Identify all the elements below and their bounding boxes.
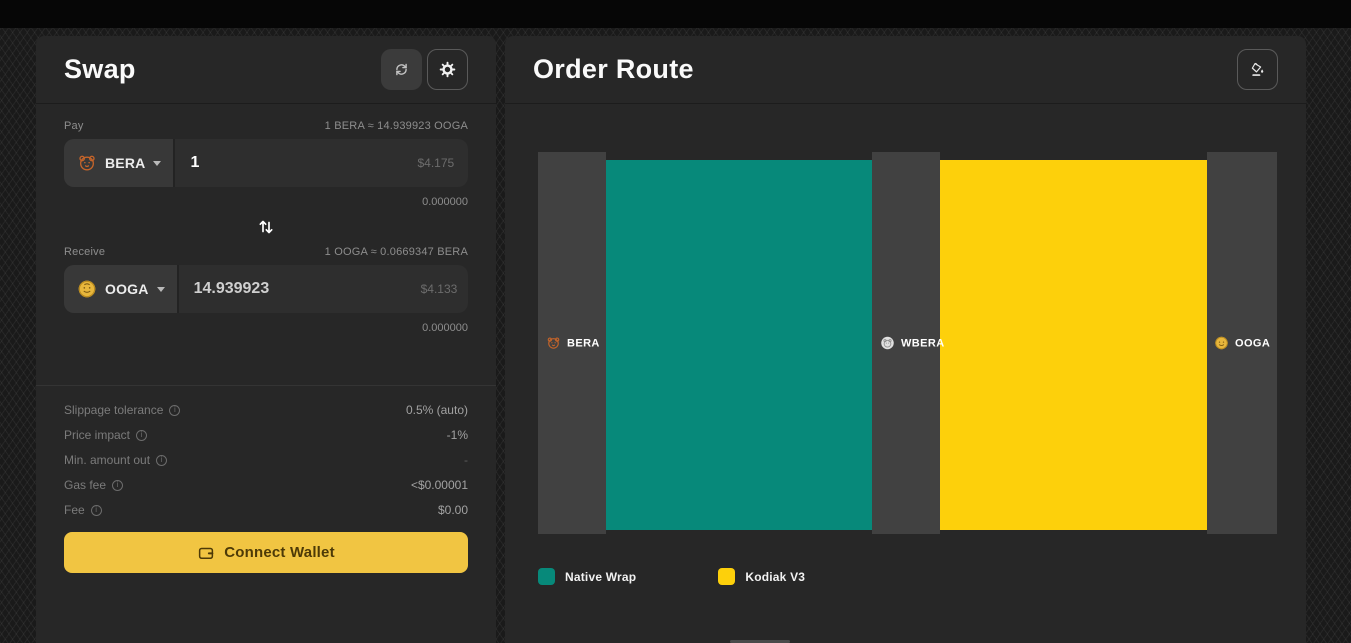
- swap-header-buttons: [381, 49, 468, 90]
- info-icon[interactable]: [169, 404, 181, 416]
- legend-swatch-native-wrap: [538, 568, 555, 585]
- detail-row-slippage: Slippage tolerance 0.5% (auto): [64, 403, 468, 417]
- order-route-title: Order Route: [533, 54, 694, 84]
- receive-usd-value: $4.133: [420, 282, 458, 296]
- settings-button[interactable]: [427, 49, 468, 90]
- swap-title: Swap: [64, 54, 136, 84]
- info-icon[interactable]: [90, 504, 102, 516]
- wbera-token-icon: [880, 336, 895, 351]
- legend-item-kodiak-v3: Kodiak V3: [718, 568, 805, 585]
- pay-label: Pay: [64, 120, 84, 132]
- route-node-label-bera: BERA: [546, 336, 600, 351]
- pay-rate: 1 BERA ≈ 14.939923 OOGA: [324, 120, 468, 132]
- legend-swatch-kodiak-v3: [718, 568, 736, 585]
- legend-item-native-wrap: Native Wrap: [538, 568, 636, 585]
- info-icon[interactable]: [136, 429, 148, 441]
- chevron-down-icon: [153, 160, 162, 166]
- price-impact-label: Price impact: [64, 428, 131, 442]
- receive-token-symbol: OOGA: [105, 281, 149, 297]
- swap-direction-button[interactable]: [36, 217, 496, 239]
- route-node-column-bera: [538, 152, 606, 534]
- refresh-button[interactable]: [381, 49, 422, 90]
- connect-wallet-button[interactable]: Connect Wallet: [64, 532, 468, 573]
- ooga-token-icon: [77, 279, 97, 299]
- fee-label: Fee: [64, 503, 85, 517]
- bottom-cutoff-element: [730, 640, 790, 643]
- receive-rate: 1 OOGA ≈ 0.0669347 BERA: [324, 246, 468, 258]
- detail-row-price-impact: Price impact -1%: [64, 428, 468, 442]
- refresh-icon: [393, 61, 410, 78]
- min-amount-out-label: Min. amount out: [64, 453, 151, 467]
- swap-header: Swap: [36, 36, 496, 104]
- order-route-chart: BERA WBERA: [538, 152, 1277, 534]
- pay-token-selector[interactable]: BERA: [64, 139, 176, 187]
- chevron-down-icon: [156, 286, 165, 292]
- route-legend: Native Wrap Kodiak V3: [538, 568, 805, 585]
- pay-amount-input[interactable]: [190, 154, 410, 172]
- detail-row-fee: Fee $0.00: [64, 503, 468, 517]
- min-amount-out-value: -: [464, 453, 468, 467]
- top-bar: [0, 0, 1351, 28]
- bera-token-icon: [77, 153, 97, 173]
- pay-usd-value: $4.175: [417, 156, 455, 170]
- receive-input-group: OOGA $4.133: [64, 265, 468, 313]
- detail-row-min-amount-out: Min. amount out -: [64, 453, 468, 467]
- route-hop-kodiak-v3[interactable]: [940, 160, 1207, 530]
- receive-section: Receive 1 OOGA ≈ 0.0669347 BERA OOGA: [36, 239, 496, 313]
- route-hop-native-wrap[interactable]: [606, 160, 872, 530]
- wallet-icon: [197, 544, 215, 562]
- pay-balance: 0.000000: [422, 196, 468, 208]
- route-style-button[interactable]: [1237, 49, 1278, 90]
- order-route-header: Order Route: [505, 36, 1306, 104]
- route-node-label-wbera: WBERA: [880, 336, 945, 351]
- connect-wallet-label: Connect Wallet: [224, 544, 335, 561]
- paint-bucket-icon: [1249, 61, 1267, 79]
- order-route-panel: Order Route: [505, 36, 1306, 643]
- gas-fee-value: <$0.00001: [410, 478, 468, 492]
- pay-section: Pay 1 BERA ≈ 14.939923 OOGA BERA: [36, 104, 496, 187]
- detail-row-gas-fee: Gas fee <$0.00001: [64, 478, 468, 492]
- swap-details: Slippage tolerance 0.5% (auto) Price imp…: [36, 385, 496, 517]
- slippage-label: Slippage tolerance: [64, 403, 164, 417]
- route-node-label-ooga: OOGA: [1214, 336, 1270, 351]
- info-icon[interactable]: [112, 479, 124, 491]
- swap-panel: Swap: [36, 36, 496, 643]
- swap-direction-icon: [256, 217, 276, 239]
- route-node-symbol: OOGA: [1235, 337, 1271, 349]
- legend-label-native-wrap: Native Wrap: [565, 569, 637, 584]
- fee-value: $0.00: [437, 503, 468, 517]
- settings-gear-icon: [438, 60, 457, 79]
- receive-token-selector[interactable]: OOGA: [64, 265, 179, 313]
- ooga-token-icon: [1214, 336, 1229, 351]
- route-node-symbol: WBERA: [901, 337, 945, 349]
- pay-token-symbol: BERA: [105, 155, 146, 171]
- receive-balance: 0.000000: [422, 322, 468, 334]
- slippage-value: 0.5% (auto): [405, 403, 468, 417]
- bera-token-icon: [546, 336, 561, 351]
- legend-label-kodiak-v3: Kodiak V3: [745, 569, 806, 584]
- route-node-symbol: BERA: [567, 337, 600, 349]
- receive-amount-input[interactable]: [193, 280, 413, 298]
- info-icon[interactable]: [156, 454, 168, 466]
- gas-fee-label: Gas fee: [64, 478, 107, 492]
- price-impact-value: -1%: [446, 428, 468, 442]
- pay-input-group: BERA $4.175: [64, 139, 468, 187]
- receive-label: Receive: [64, 246, 106, 258]
